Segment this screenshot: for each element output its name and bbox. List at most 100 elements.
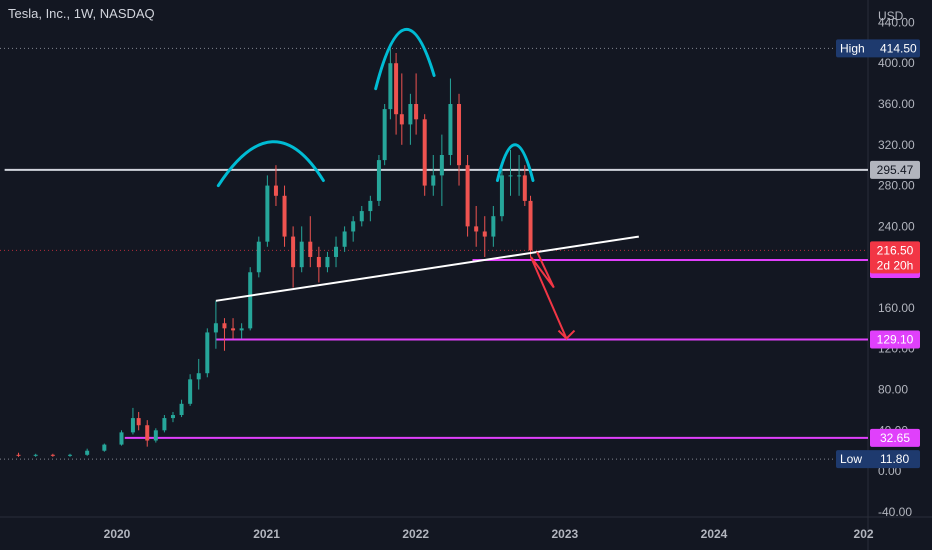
candle-body: [388, 63, 393, 110]
low-price-bg: [836, 450, 920, 469]
x-tick-label: 2021: [253, 527, 280, 541]
candle-body: [291, 236, 296, 268]
y-tick-label: -40.00: [878, 505, 912, 519]
candle-body: [448, 104, 453, 155]
arc-left-shoulder: [216, 140, 325, 188]
projection-arrowhead: [557, 329, 576, 340]
candle-body: [85, 450, 90, 455]
candle-body: [239, 328, 244, 331]
projection-path: [530, 251, 568, 339]
candle-body: [196, 373, 201, 380]
symbol-title: Tesla, Inc., 1W, NASDAQ: [8, 6, 155, 21]
candle-body: [299, 241, 304, 268]
y-axis-currency: USD: [878, 9, 904, 23]
candle-body: [145, 425, 150, 441]
candle-body: [394, 63, 399, 115]
candle-body: [359, 211, 364, 222]
high-price-label: High: [840, 41, 865, 55]
candle-body: [119, 432, 124, 445]
y-tick-label: 280.00: [878, 179, 915, 193]
candle-body: [517, 175, 522, 177]
arc-right-shoulder: [495, 143, 535, 182]
x-tick-label: 2024: [701, 527, 728, 541]
y-tick-label: 160.00: [878, 301, 915, 315]
y-tick-label: 360.00: [878, 97, 915, 111]
candle-body: [457, 104, 462, 166]
candle-body: [153, 430, 158, 441]
price-tags: High414.50Low11.80295.47207.00129.1032.6…: [836, 39, 920, 469]
candlestick-series: [16, 48, 533, 457]
candle-body: [282, 195, 287, 237]
high-price-bg: [836, 39, 920, 58]
candle-body: [482, 231, 487, 237]
candle-body: [102, 444, 107, 451]
low-price-label: Low: [840, 452, 862, 466]
candle-body: [465, 165, 470, 227]
candle-body: [368, 200, 373, 212]
candle-body: [256, 241, 261, 273]
candle-body: [213, 323, 218, 333]
low-price-value: 11.80: [880, 452, 909, 466]
candle-body: [522, 175, 527, 201]
x-tick-label: 2020: [104, 527, 131, 541]
candle-body: [170, 415, 175, 419]
candle-body: [408, 104, 413, 125]
neckline: [215, 235, 639, 302]
candle-body: [399, 114, 404, 125]
x-axis: 2020 2021 2022 2023 2024 202: [0, 516, 932, 541]
candle-body: [222, 323, 227, 329]
candle-body: [376, 160, 381, 201]
candle-body: [179, 403, 184, 416]
high-price-value: 414.50: [880, 41, 917, 55]
candle-body: [316, 256, 321, 268]
candle-body: [130, 418, 135, 433]
candle-body: [508, 175, 513, 177]
candle-body: [491, 216, 496, 237]
candle-body: [136, 418, 141, 426]
candle-body: [205, 332, 210, 374]
candle-body: [382, 109, 387, 161]
x-tick-label: 2023: [552, 527, 579, 541]
candle-body: [68, 454, 73, 456]
candle-body: [351, 221, 356, 232]
arc-head: [374, 27, 436, 91]
horizontal-levels: [0, 47, 868, 460]
candle-body: [342, 231, 347, 247]
level-tag-bg: [870, 330, 920, 349]
y-tick-label: 320.00: [878, 138, 915, 152]
y-tick-label: 80.00: [878, 383, 908, 397]
candle-body: [499, 175, 504, 217]
x-tick-label: 202: [854, 527, 874, 541]
candle-body: [325, 256, 330, 268]
current-price-bg: [870, 241, 920, 274]
candle-body: [474, 226, 479, 232]
candle-body: [265, 185, 270, 242]
candle-body: [422, 119, 427, 186]
candle-body: [308, 241, 313, 257]
candle-body: [33, 454, 38, 456]
candle-body: [248, 272, 253, 329]
current-price-label: 216.50: [877, 243, 914, 257]
level-tag: 32.65: [880, 431, 910, 445]
candle-body: [439, 154, 444, 176]
pattern-drawings: [215, 27, 639, 340]
candle-body: [50, 454, 55, 456]
candle-body: [431, 175, 436, 186]
countdown-label: 2d 20h: [877, 258, 914, 272]
y-tick-label: 240.00: [878, 219, 915, 233]
candle-body: [16, 454, 21, 456]
y-tick-label: 400.00: [878, 56, 915, 70]
candle-body: [528, 200, 533, 251]
candle-body: [414, 104, 419, 120]
level-tag-bg: [870, 428, 920, 447]
candle-body: [231, 328, 236, 331]
candle-body: [162, 418, 167, 431]
candle-body: [273, 185, 278, 196]
level-tag-295: 295.47: [877, 163, 914, 177]
level-tag: 129.10: [877, 332, 914, 346]
y-tick-label: 440.00: [878, 15, 915, 29]
level-tag-295-bg: [870, 160, 920, 179]
candle-body: [334, 246, 339, 257]
